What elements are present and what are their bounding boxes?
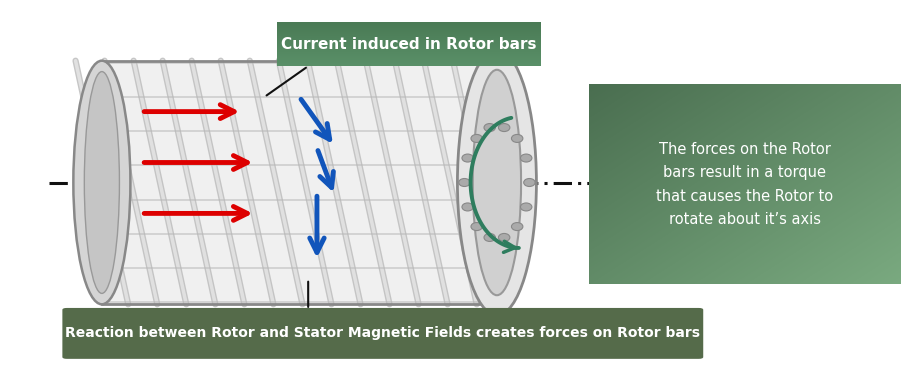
Ellipse shape (462, 154, 473, 162)
Ellipse shape (524, 178, 535, 187)
Ellipse shape (520, 154, 532, 162)
Ellipse shape (512, 134, 523, 142)
Ellipse shape (85, 72, 119, 293)
Ellipse shape (512, 223, 523, 231)
Ellipse shape (520, 203, 532, 211)
Ellipse shape (458, 50, 537, 315)
Ellipse shape (471, 134, 482, 142)
Ellipse shape (462, 203, 473, 211)
Text: Current induced in Rotor bars: Current induced in Rotor bars (281, 37, 537, 52)
FancyBboxPatch shape (62, 308, 703, 359)
Ellipse shape (74, 61, 130, 304)
Ellipse shape (498, 124, 510, 131)
Text: The forces on the Rotor
bars result in a torque
that causes the Rotor to
rotate : The forces on the Rotor bars result in a… (656, 142, 834, 227)
Ellipse shape (459, 178, 471, 187)
Ellipse shape (471, 223, 482, 231)
Ellipse shape (484, 124, 495, 131)
Ellipse shape (484, 234, 495, 241)
Ellipse shape (498, 234, 510, 241)
Ellipse shape (472, 70, 521, 295)
Bar (102, 61, 480, 304)
Text: Reaction between Rotor and Stator Magnetic Fields creates forces on Rotor bars: Reaction between Rotor and Stator Magnet… (65, 326, 700, 341)
